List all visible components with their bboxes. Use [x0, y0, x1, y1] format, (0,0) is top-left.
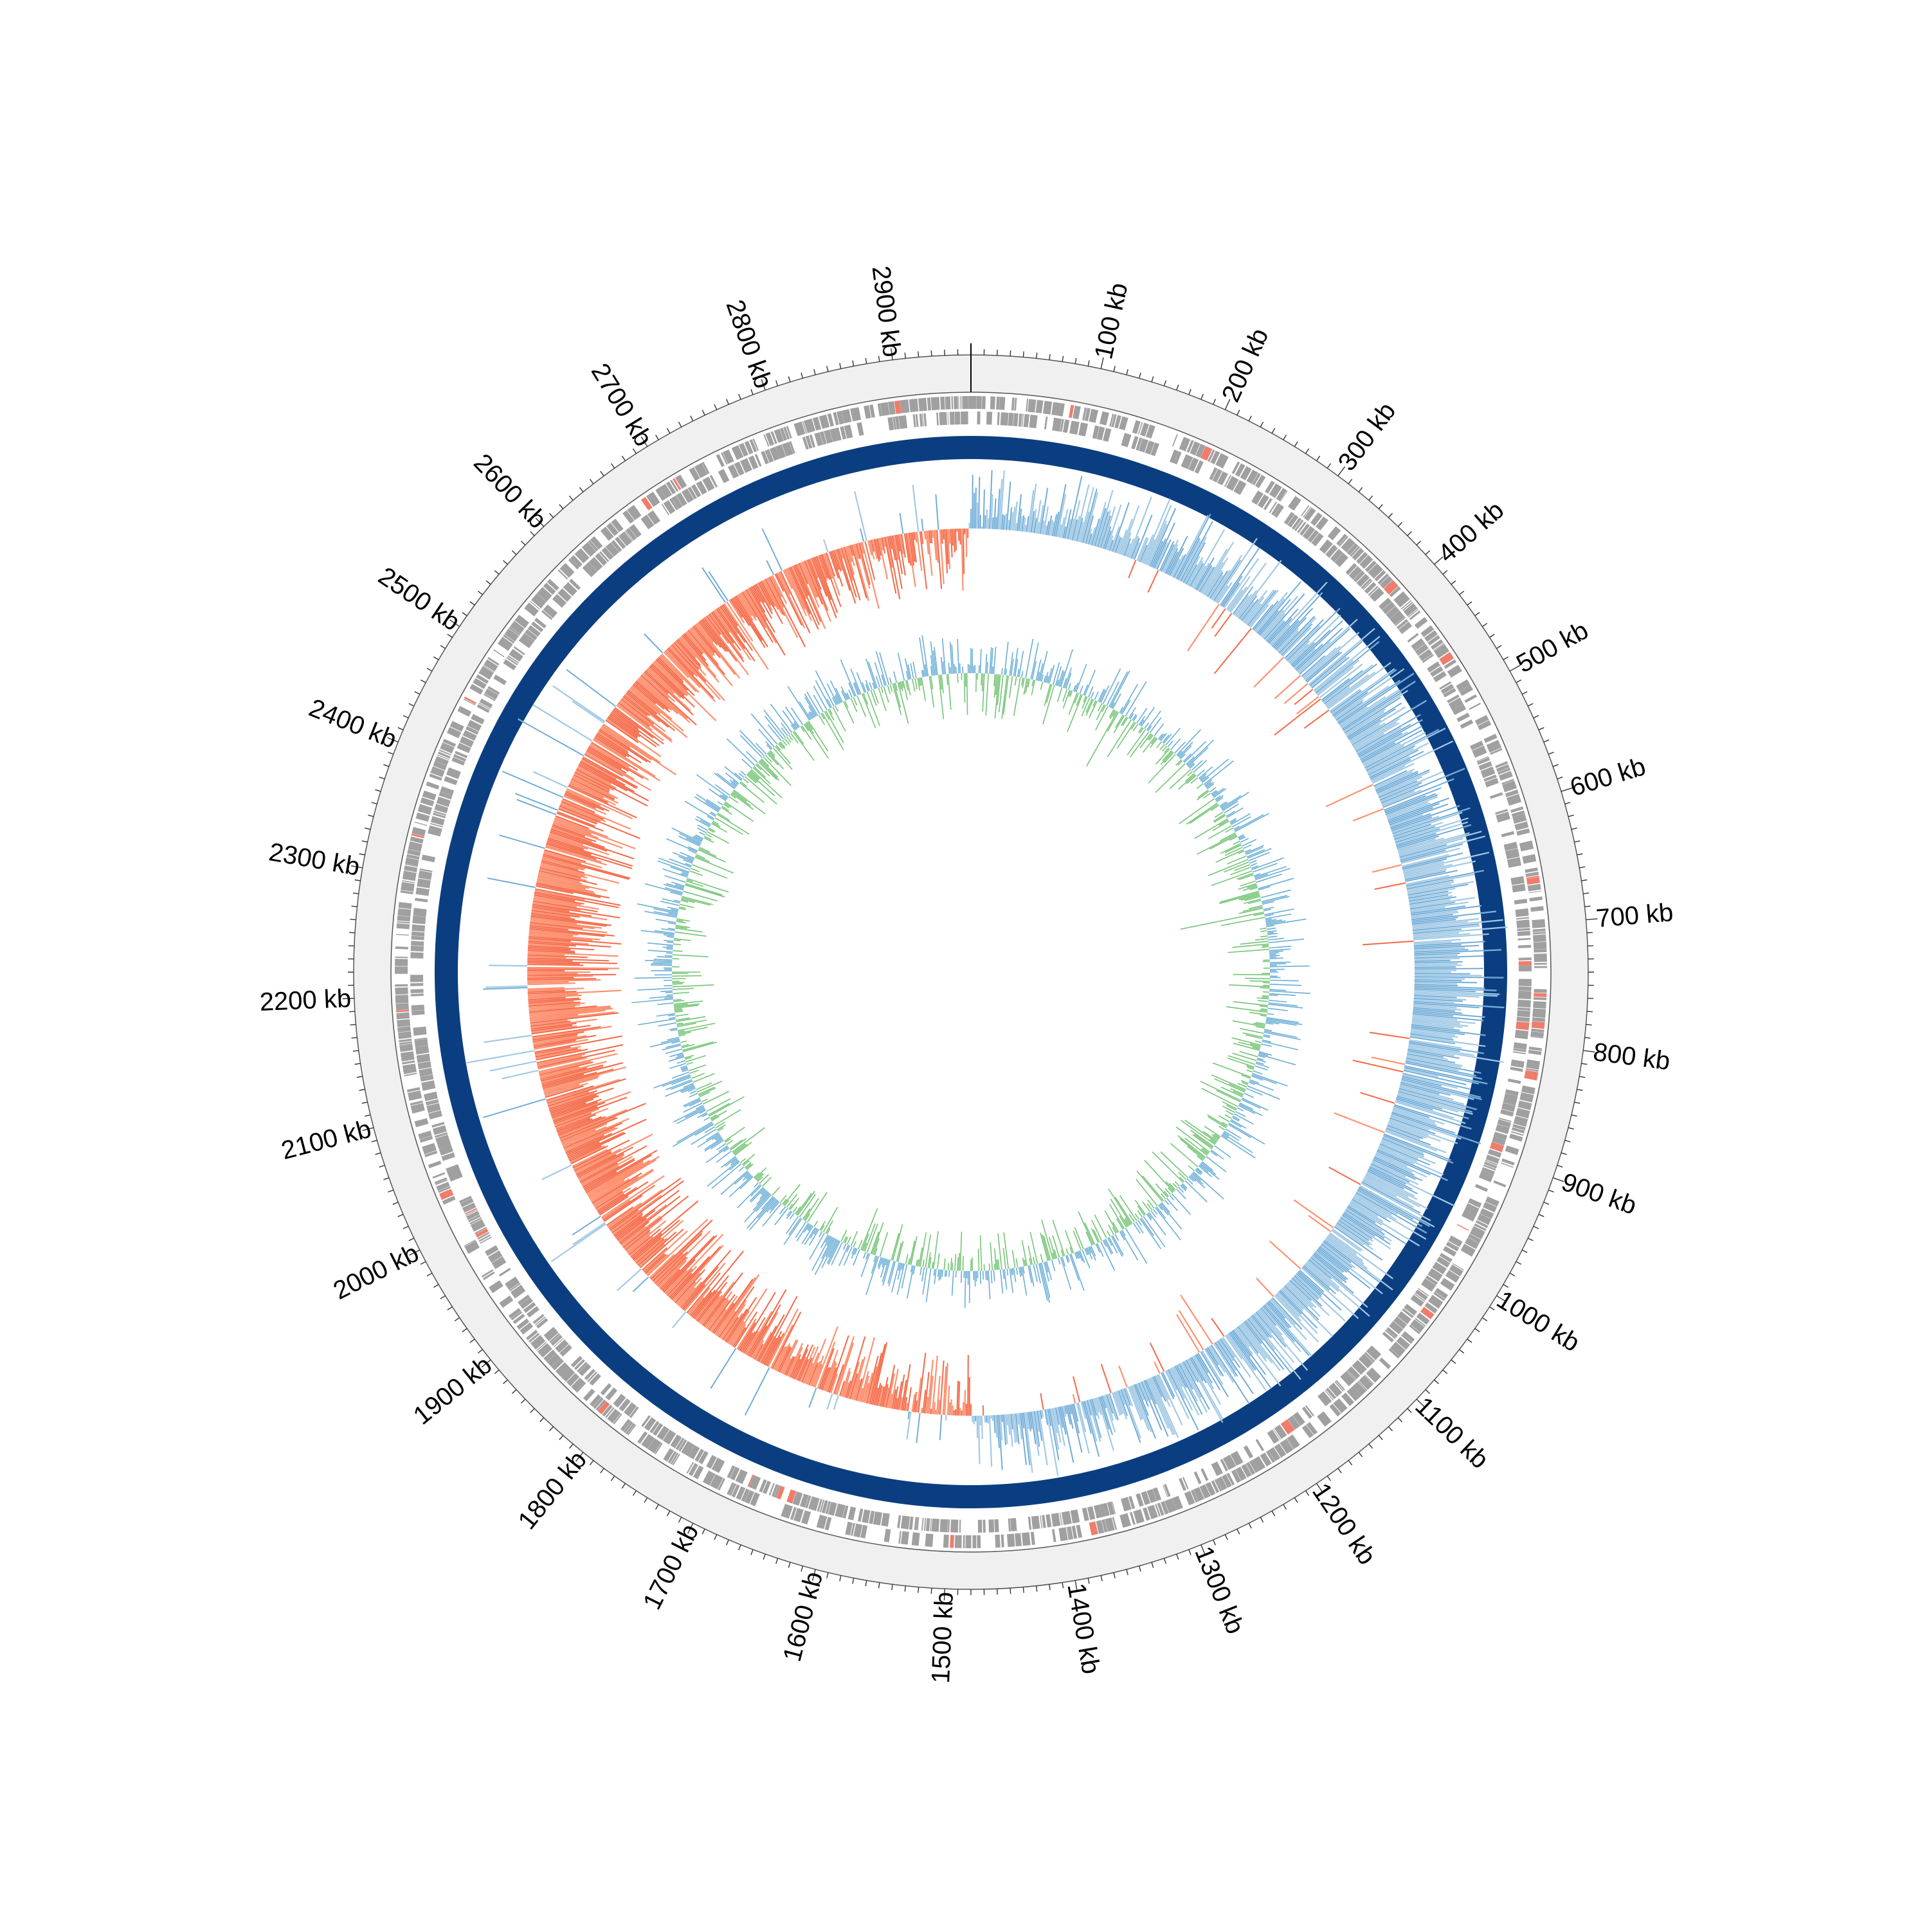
gc-content-below: [671, 673, 1271, 1272]
tick-label-1700kb: 1700 kb: [638, 1520, 704, 1614]
tick-label-1200kb: 1200 kb: [1307, 1478, 1381, 1570]
tick-label-1600kb: 1600 kb: [778, 1569, 828, 1665]
tick-label-2900kb: 2900 kb: [867, 264, 907, 359]
tick-track: [342, 343, 1598, 1601]
backbone: [435, 436, 1507, 1508]
tick-label-200kb: 200 kb: [1217, 324, 1274, 406]
gc-content-above: [631, 635, 1311, 1308]
tick-label-2500kb: 2500 kb: [373, 562, 465, 636]
tick-label-2800kb: 2800 kb: [720, 296, 777, 392]
gc-content-track: [631, 635, 1311, 1308]
backbone-ring: [435, 436, 1507, 1508]
tick-label-800kb: 800 kb: [1591, 1038, 1672, 1076]
tick-label-700kb: 700 kb: [1595, 898, 1674, 933]
tick-label-2000kb: 2000 kb: [329, 1239, 423, 1305]
tick-label-1800kb: 1800 kb: [512, 1446, 592, 1535]
tick-label-1400kb: 1400 kb: [1062, 1581, 1105, 1676]
tick-label-1300kb: 1300 kb: [1189, 1542, 1249, 1638]
tick-label-2400kb: 2400 kb: [305, 694, 400, 754]
gc-skew-negative-edge: [527, 528, 1414, 1416]
tick-label-1900kb: 1900 kb: [408, 1351, 497, 1431]
tick-label-2100kb: 2100 kb: [278, 1115, 374, 1165]
tick-label-2200kb: 2200 kb: [259, 984, 352, 1016]
tick-label-600kb: 600 kb: [1567, 752, 1649, 802]
gc-skew-track: [466, 470, 1508, 1476]
tick-label-100kb: 100 kb: [1089, 280, 1133, 362]
tick-label-2300kb: 2300 kb: [267, 838, 362, 881]
tick-label-500kb: 500 kb: [1512, 616, 1593, 678]
tick-label-900kb: 900 kb: [1558, 1168, 1640, 1220]
tick-label-300kb: 300 kb: [1333, 397, 1402, 476]
tick-label-400kb: 400 kb: [1433, 496, 1509, 568]
tick-label-1100kb: 1100 kb: [1409, 1392, 1494, 1474]
gc-skew-positive-edge: [483, 470, 1505, 1470]
tick-label-1500kb: 1500 kb: [927, 1591, 959, 1684]
tick-label-2600kb: 2600 kb: [468, 448, 552, 534]
tick-label-1000kb: 1000 kb: [1492, 1285, 1584, 1357]
tick-label-2700kb: 2700 kb: [586, 359, 658, 451]
